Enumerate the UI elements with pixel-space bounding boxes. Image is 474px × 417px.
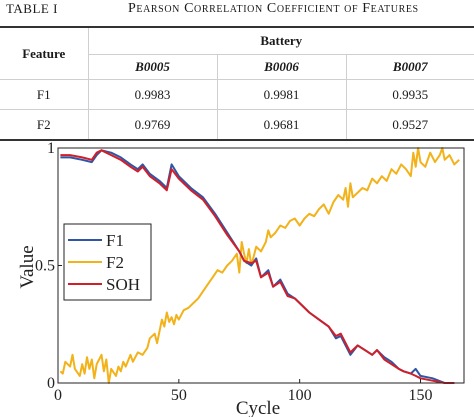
- table-cell: 0.9983: [88, 80, 217, 110]
- row-feature: F2: [0, 110, 88, 141]
- y-tick-label: 0.5: [35, 258, 55, 275]
- correlation-table: Feature Battery B0005 B0006 B0007 F1 0.9…: [0, 26, 474, 141]
- table-cell: 0.9681: [217, 110, 346, 141]
- column-header: B0005: [88, 55, 217, 80]
- feature-header: Feature: [0, 27, 88, 80]
- legend: F1 F2 SOH: [64, 224, 151, 300]
- table-row: F2 0.9769 0.9681 0.9527: [0, 110, 474, 141]
- y-axis-label: Value: [17, 245, 38, 288]
- table-cell: 0.9769: [88, 110, 217, 141]
- battery-header: Battery: [88, 27, 474, 55]
- table-cell: 0.9527: [346, 110, 474, 141]
- row-feature: F1: [0, 80, 88, 110]
- table-caption-title: Pearson Correlation Coefficient of Featu…: [128, 1, 419, 17]
- y-tick-label: 1: [47, 140, 55, 157]
- x-tick-label: 50: [171, 387, 187, 404]
- table-caption-label: TABLE I: [6, 1, 58, 17]
- legend-label-f2: F2: [106, 253, 124, 272]
- x-tick-label: 0: [54, 387, 62, 404]
- table-row: F1 0.9983 0.9981 0.9935: [0, 80, 474, 110]
- x-tick-label: 150: [409, 387, 433, 404]
- y-tick-label: 0: [47, 375, 55, 392]
- feature-soh-line-chart: 0 50 100 150 0 0.5 1 Cycle Value F1 F2 SOH: [0, 140, 474, 417]
- column-header: B0006: [217, 55, 346, 80]
- column-header: B0007: [346, 55, 474, 80]
- table-cell: 0.9981: [217, 80, 346, 110]
- legend-label-soh: SOH: [106, 275, 140, 294]
- legend-label-f1: F1: [106, 231, 124, 250]
- table-caption: TABLE I Pearson Correlation Coefficient …: [0, 0, 474, 20]
- table-cell: 0.9935: [346, 80, 474, 110]
- x-tick-label: 100: [288, 387, 312, 404]
- x-axis-label: Cycle: [236, 398, 280, 417]
